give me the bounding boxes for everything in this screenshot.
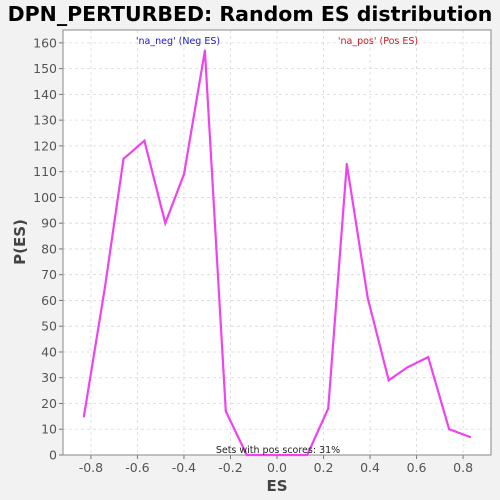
legend-neg-label: 'na_neg' (Neg ES) [136, 36, 220, 47]
y-tick-label: 90 [41, 216, 57, 231]
data-point [143, 139, 146, 142]
x-tick-label: 0.6 [407, 460, 427, 475]
x-tick-label: 0.8 [453, 460, 473, 475]
data-point [366, 296, 369, 299]
y-tick-label: 30 [41, 370, 57, 385]
y-tick-label: 80 [41, 241, 57, 256]
y-tick-label: 100 [33, 190, 57, 205]
data-point [82, 415, 86, 418]
pos-scores-annotation: Sets with pos scores: 31% [216, 445, 340, 456]
x-axis-label: ES [266, 477, 288, 495]
data-point [203, 49, 206, 52]
y-tick-label: 0 [49, 448, 57, 463]
data-point [122, 157, 125, 160]
y-tick-label: 160 [33, 35, 57, 50]
y-tick-label: 140 [33, 87, 57, 102]
data-point [448, 428, 451, 431]
series-line [82, 50, 471, 457]
y-tick-label: 60 [41, 293, 57, 308]
data-point [103, 286, 106, 289]
x-tick-label: 0.2 [314, 460, 334, 475]
y-tick-label: 110 [33, 164, 57, 179]
y-tick-label: 40 [41, 344, 57, 359]
y-tick-label: 50 [41, 319, 57, 334]
data-point [266, 453, 269, 457]
y-tick-label: 20 [41, 396, 57, 411]
data-point [406, 366, 409, 369]
x-tick-label: -0.6 [125, 460, 149, 475]
y-tick-label: 120 [33, 138, 57, 153]
y-tick-label: 130 [33, 113, 57, 128]
x-tick-label: -0.8 [79, 460, 103, 475]
data-point [245, 453, 248, 457]
data-point [285, 453, 288, 457]
legend-pos-label: 'na_pos' (Pos ES) [338, 36, 418, 47]
x-tick-label: -0.4 [172, 460, 196, 475]
data-point [182, 173, 186, 176]
data-point [427, 356, 430, 359]
data-point [224, 410, 227, 413]
y-tick-label: 10 [41, 422, 57, 437]
data-point [345, 162, 348, 166]
x-tick-label: 0.4 [360, 460, 380, 475]
data-point [387, 379, 390, 382]
y-tick-label: 150 [33, 61, 57, 76]
y-tick-label: 70 [41, 267, 57, 282]
x-tick-label: 0.0 [267, 460, 287, 475]
data-point [468, 435, 472, 439]
data-point [306, 453, 309, 457]
x-tick-label: -0.2 [218, 460, 242, 475]
chart-title: DPN_PERTURBED: Random ES distribution [7, 2, 493, 26]
data-point [164, 222, 167, 225]
data-point [327, 407, 330, 410]
